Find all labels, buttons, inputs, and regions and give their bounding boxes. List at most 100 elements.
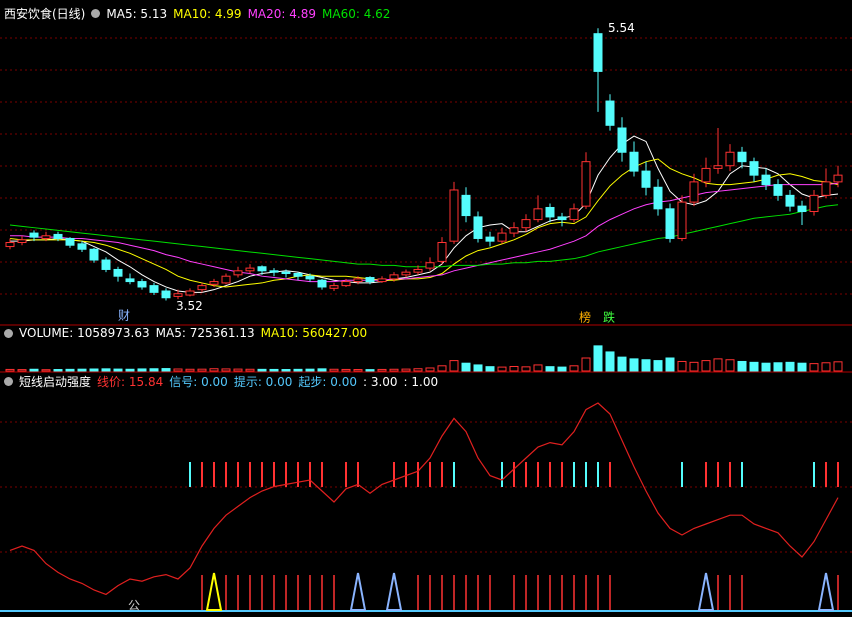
candle-body [581,161,591,207]
volume-bar [761,362,771,372]
volume-bar [713,358,723,372]
candle-body [173,293,183,297]
candle-body [413,268,423,273]
candle-body [365,277,375,283]
volume-bar [65,368,75,372]
volume-bar [365,369,375,372]
candle-body [341,281,351,287]
candle-body [737,151,747,163]
candle-body [5,242,15,248]
candle-body [833,174,843,183]
volume-bar [89,368,99,372]
volume-bar [485,366,495,372]
candle-body [317,279,327,288]
legend-entry: 线价: 15.84 [97,375,164,389]
candle-body [29,232,39,238]
volume-bar [185,368,195,372]
candle-body [257,266,267,272]
candle-body [149,285,159,293]
candle-body [797,205,807,213]
candle-body [329,285,339,289]
volume-bar [5,368,15,372]
candle-body [677,201,687,239]
volume-bar [689,361,699,372]
chart-title: 西安饮食(日线) [4,7,86,21]
volume-bar [629,358,639,372]
legend-entry: : 1.00 [403,374,439,389]
legend-entry: 起步: 0.00 [298,375,357,389]
candle-body [569,208,579,221]
candle-body [101,259,111,270]
candle-body [77,243,87,250]
candle-body [725,151,735,167]
volume-bar [401,368,411,372]
volume-bar [665,357,675,372]
candle-body [353,278,363,283]
candle-body [629,151,639,172]
value-label: 5.54 [608,21,635,35]
volume-bar [17,369,27,372]
legend-entry: 信号: 0.00 [169,375,228,389]
volume-bar [221,368,231,372]
legend-entry: MA5: 5.13 [106,6,168,21]
volume-bar [533,364,543,372]
annotation: 跌 [603,310,615,325]
candle-body [425,262,435,269]
candle-body [785,194,795,207]
candle-body [185,290,195,296]
candle-body [821,181,831,196]
volume-bar [389,368,399,372]
candle-body [401,271,411,276]
candle-body [773,184,783,196]
candle-body [65,237,75,246]
volume-bar [77,368,87,372]
candle-body [305,275,315,280]
ma-line [10,182,839,283]
volume-bar [257,368,267,372]
candle-body [605,100,615,126]
legend-entry: 短线启动强度 [19,375,92,389]
candle-body [245,267,255,272]
candle-body [161,290,171,299]
volume-bar [593,345,603,372]
start-triangle [349,572,367,611]
candle-body [761,174,771,186]
volume-bar [617,356,627,372]
candle-body [233,270,243,276]
icon [4,377,13,386]
price-header: 西安饮食(日线) MA5: 5.13 MA10: 4.99 MA20: 4.89 MA6… [4,5,390,22]
candle-body [53,233,63,239]
volume-bar [101,368,111,372]
volume-bar [569,365,579,372]
candle-body [485,236,495,242]
candle-body [545,206,555,218]
candle-body [41,235,51,239]
volume-bar [317,368,327,372]
volume-bar [161,368,171,372]
candle-body [197,285,207,291]
candle-body [665,208,675,239]
volume-bar [809,363,819,372]
candle-body [557,216,567,221]
candle-body [509,227,519,234]
candle-body [653,186,663,210]
volume-bar [413,368,423,372]
volume-bar [581,357,591,372]
volume-bar [497,366,507,372]
volume-bar [113,368,123,372]
candle-body [593,33,603,72]
volume-bar [425,367,435,372]
volume-bar [41,369,51,372]
candle-body [617,127,627,153]
candle-body [449,189,459,242]
candle-body [809,194,819,213]
candle-body [497,232,507,242]
volume-bar [605,351,615,372]
volume-bar [749,361,759,372]
volume-bar [449,360,459,372]
ma-line [9,204,839,268]
volume-bar [737,360,747,372]
volume-bar [281,369,291,372]
